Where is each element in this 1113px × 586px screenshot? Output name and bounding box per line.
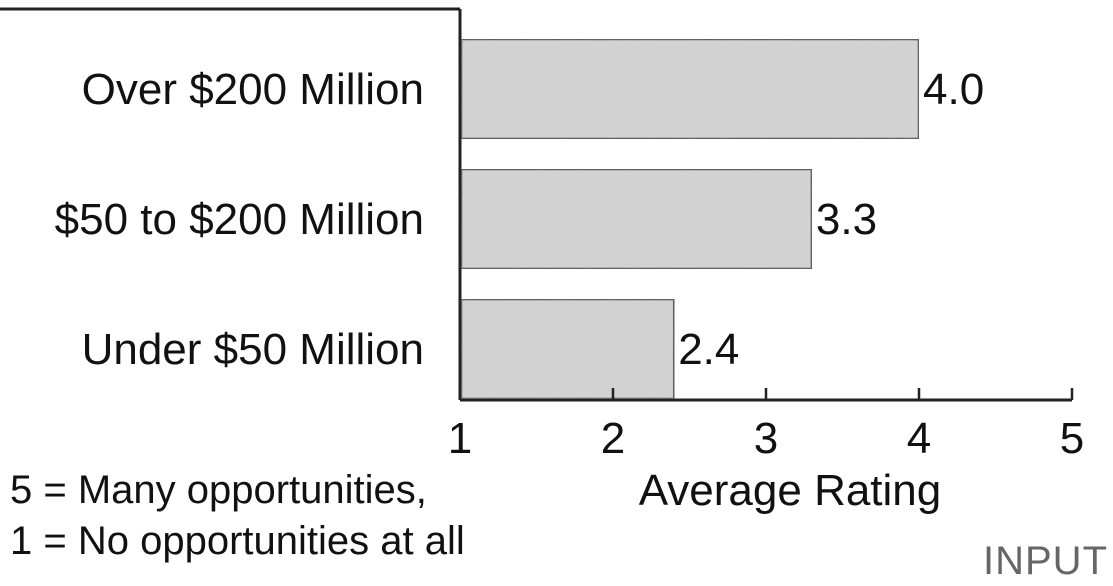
category-label-2: Under $50 Million xyxy=(82,325,424,374)
x-tick-label-2: 3 xyxy=(754,414,778,463)
scale-note-low: 1 = No opportunities at all xyxy=(10,519,465,563)
ticks-layer: 1 2 3 4 5 xyxy=(448,388,1084,463)
bar-1 xyxy=(459,167,814,271)
x-tick-label-3: 4 xyxy=(907,414,931,463)
x-tick-label-1: 2 xyxy=(601,414,625,463)
category-label-0: Over $200 Million xyxy=(82,65,424,114)
bar-0 xyxy=(459,37,921,141)
x-tick-label-0: 1 xyxy=(448,414,472,463)
scale-note-high: 5 = Many opportunities, xyxy=(10,468,427,512)
value-label-2: 2.4 xyxy=(678,325,739,374)
x-tick-label-4: 5 xyxy=(1060,414,1084,463)
x-axis-title: Average Rating xyxy=(639,466,942,515)
bar-2 xyxy=(459,297,676,401)
value-label-0: 4.0 xyxy=(923,65,984,114)
value-label-1: 3.3 xyxy=(816,195,877,244)
category-label-1: $50 to $200 Million xyxy=(55,195,424,244)
corner-label: INPUT xyxy=(983,539,1108,581)
bars-layer: Over $200 Million 4.0 $50 to $200 Million 3… xyxy=(55,37,984,401)
